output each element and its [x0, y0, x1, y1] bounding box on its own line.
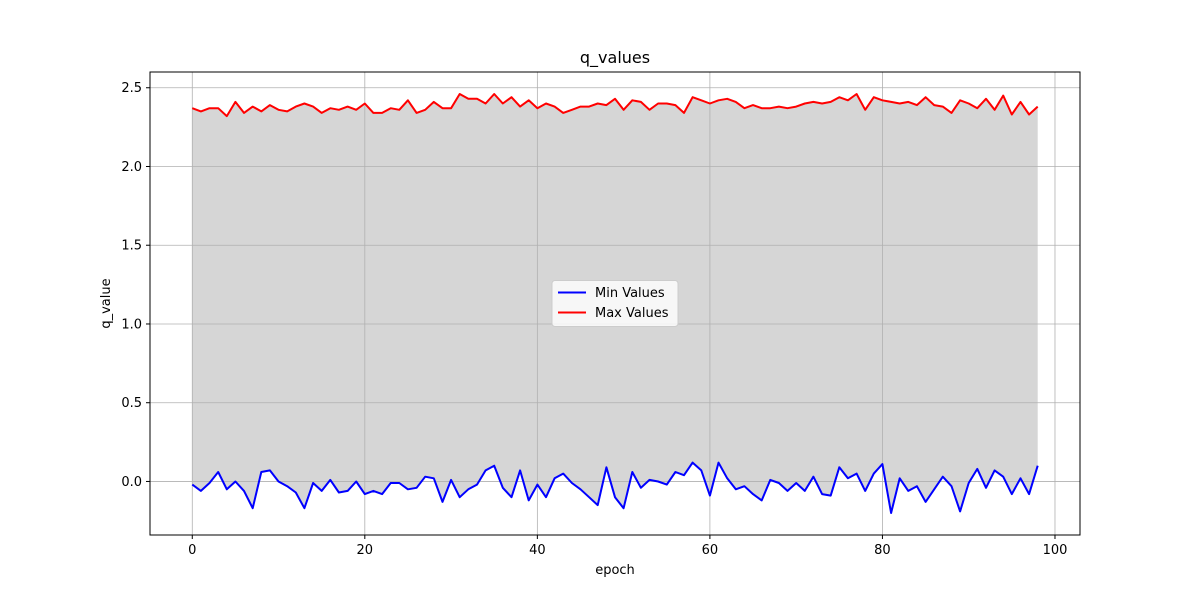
grid-lines	[150, 72, 1080, 535]
x-tick-label: 60	[702, 543, 719, 558]
y-tick-label: 1.5	[121, 239, 142, 254]
legend-label-min-values: Min Values	[595, 286, 665, 301]
y-axis-label: q_value	[99, 278, 114, 328]
x-tick-label: 80	[874, 543, 891, 558]
series-line-max-values	[191, 93, 1039, 118]
y-tick-label: 0.5	[121, 396, 142, 411]
y-tick-label: 1.0	[121, 317, 142, 332]
legend: Min Values Max Values	[551, 280, 679, 327]
series-lines	[191, 93, 1039, 514]
y-tick-label: 0.0	[121, 475, 142, 490]
y-tick-label: 2.5	[121, 81, 142, 96]
y-tick-label: 2.0	[121, 160, 142, 175]
y-axis: 0.0 0.5 1.0 1.5 2.0 2.5	[121, 81, 150, 490]
x-axis: 0 20 40 60 80 100	[188, 535, 1067, 558]
x-axis-label: epoch	[595, 563, 635, 578]
legend-label-max-values: Max Values	[595, 306, 669, 321]
x-tick-label: 20	[357, 543, 374, 558]
x-tick-label: 40	[529, 543, 546, 558]
chart-title: q_values	[580, 48, 650, 68]
x-tick-label: 0	[188, 543, 196, 558]
x-tick-label: 100	[1043, 543, 1068, 558]
plot-frame	[149, 71, 1081, 536]
series-line-min-values	[191, 461, 1039, 514]
